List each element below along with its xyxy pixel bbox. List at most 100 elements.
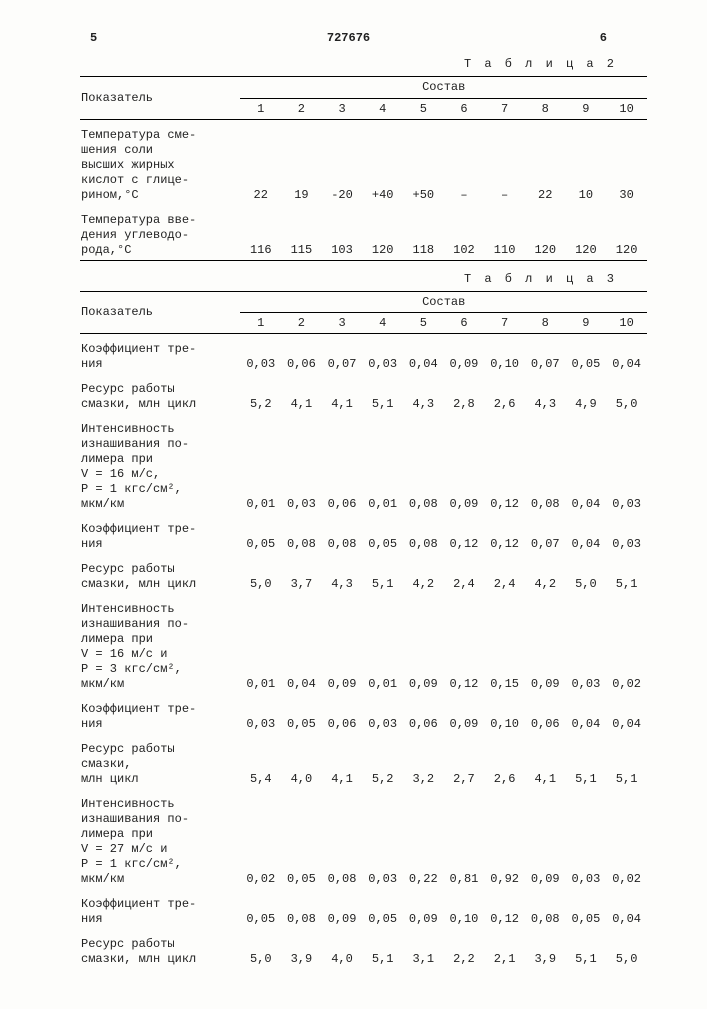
cell-value: 3,9 <box>281 929 322 969</box>
cell-value: 0,08 <box>525 414 566 514</box>
col-header: 10 <box>606 98 647 119</box>
cell-value: 0,05 <box>240 889 281 929</box>
cell-value: 4,3 <box>525 374 566 414</box>
cell-value: 2,4 <box>444 554 485 594</box>
cell-value: 0,08 <box>281 889 322 929</box>
cell-value: 5,1 <box>566 734 607 789</box>
cell-value: 102 <box>444 205 485 261</box>
cell-value: 4,1 <box>281 374 322 414</box>
cell-value: 4,1 <box>322 734 363 789</box>
cell-value: 0,04 <box>403 334 444 375</box>
cell-value: 0,06 <box>322 414 363 514</box>
cell-value: 5,1 <box>606 734 647 789</box>
row-label: Интенсивностьизнашивания по-лимера приV … <box>80 414 240 514</box>
cell-value: 0,08 <box>403 414 444 514</box>
cell-value: 0,08 <box>322 789 363 889</box>
col-header: 8 <box>525 313 566 334</box>
cell-value: 0,07 <box>322 334 363 375</box>
cell-value: 0,05 <box>566 889 607 929</box>
cell-value: 0,06 <box>322 694 363 734</box>
row-label: Температура вве-дения углеводо-рода,°С <box>80 205 240 261</box>
cell-value: 5,1 <box>566 929 607 969</box>
cell-value: 0,07 <box>525 514 566 554</box>
cell-value: 0,03 <box>362 789 403 889</box>
cell-value: 10 <box>566 119 607 205</box>
cell-value: 0,01 <box>362 414 403 514</box>
cell-value: 19 <box>281 119 322 205</box>
cell-value: 120 <box>606 205 647 261</box>
table-3: Показатель Состав 12345678910 Коэффициен… <box>80 291 647 969</box>
col-header: 5 <box>403 313 444 334</box>
cell-value: 4,1 <box>525 734 566 789</box>
col-header: 1 <box>240 98 281 119</box>
cell-value: 0,05 <box>281 694 322 734</box>
cell-value: 5,0 <box>240 929 281 969</box>
cell-value: 0,05 <box>566 334 607 375</box>
col-header: 1 <box>240 313 281 334</box>
cell-value: 0,06 <box>525 694 566 734</box>
cell-value: 0,04 <box>566 694 607 734</box>
cell-value: 0,03 <box>362 334 403 375</box>
t2-param-header: Показатель <box>80 77 240 119</box>
cell-value: 0,12 <box>444 514 485 554</box>
cell-value: 4,2 <box>403 554 444 594</box>
cell-value: 4,9 <box>566 374 607 414</box>
cell-value: 3,2 <box>403 734 444 789</box>
cell-value: 0,04 <box>606 694 647 734</box>
cell-value: 5,0 <box>606 374 647 414</box>
cell-value: 110 <box>484 205 525 261</box>
cell-value: 0,09 <box>403 594 444 694</box>
cell-value: 30 <box>606 119 647 205</box>
cell-value: 0,02 <box>606 594 647 694</box>
cell-value: 5,0 <box>240 554 281 594</box>
cell-value: +40 <box>362 119 403 205</box>
cell-value: 0,04 <box>281 594 322 694</box>
cell-value: 0,12 <box>484 414 525 514</box>
cell-value: 22 <box>240 119 281 205</box>
cell-value: 2,7 <box>444 734 485 789</box>
cell-value: 0,92 <box>484 789 525 889</box>
cell-value: 0,05 <box>240 514 281 554</box>
cell-value: 0,04 <box>606 334 647 375</box>
cell-value: 115 <box>281 205 322 261</box>
cell-value: 22 <box>525 119 566 205</box>
cell-value: 0,09 <box>444 694 485 734</box>
row-label: Интенсивностьизнашивания по-лимера приV … <box>80 594 240 694</box>
cell-value: 0,09 <box>444 414 485 514</box>
cell-value: 0,06 <box>403 694 444 734</box>
cell-value: 120 <box>525 205 566 261</box>
cell-value: – <box>484 119 525 205</box>
cell-value: 0,10 <box>484 694 525 734</box>
cell-value: 0,12 <box>484 889 525 929</box>
col-header: 2 <box>281 98 322 119</box>
cell-value: 5,1 <box>362 554 403 594</box>
cell-value: 0,09 <box>525 594 566 694</box>
cell-value: 5,2 <box>240 374 281 414</box>
row-label: Ресурс работысмазки, млн цикл <box>80 554 240 594</box>
cell-value: 2,4 <box>484 554 525 594</box>
doc-number: 727676 <box>97 30 600 46</box>
cell-value: 5,4 <box>240 734 281 789</box>
cell-value: 116 <box>240 205 281 261</box>
cell-value: 3,1 <box>403 929 444 969</box>
page-header: 5 727676 6 <box>80 30 647 46</box>
row-label: Ресурс работысмазки, млн цикл <box>80 929 240 969</box>
cell-value: 0,04 <box>566 514 607 554</box>
cell-value: 0,02 <box>240 789 281 889</box>
cell-value: 0,81 <box>444 789 485 889</box>
cell-value: 0,02 <box>606 789 647 889</box>
cell-value: – <box>444 119 485 205</box>
cell-value: 4,1 <box>322 374 363 414</box>
col-header: 10 <box>606 313 647 334</box>
cell-value: 0,15 <box>484 594 525 694</box>
cell-value: 120 <box>362 205 403 261</box>
col-header: 3 <box>322 98 363 119</box>
cell-value: 4,0 <box>322 929 363 969</box>
col-header: 4 <box>362 313 403 334</box>
t3-group-header: Состав <box>240 291 647 312</box>
col-header: 5 <box>403 98 444 119</box>
row-label: Ресурс работысмазки, млн цикл <box>80 374 240 414</box>
cell-value: 0,09 <box>525 789 566 889</box>
cell-value: 5,2 <box>362 734 403 789</box>
cell-value: 2,6 <box>484 734 525 789</box>
